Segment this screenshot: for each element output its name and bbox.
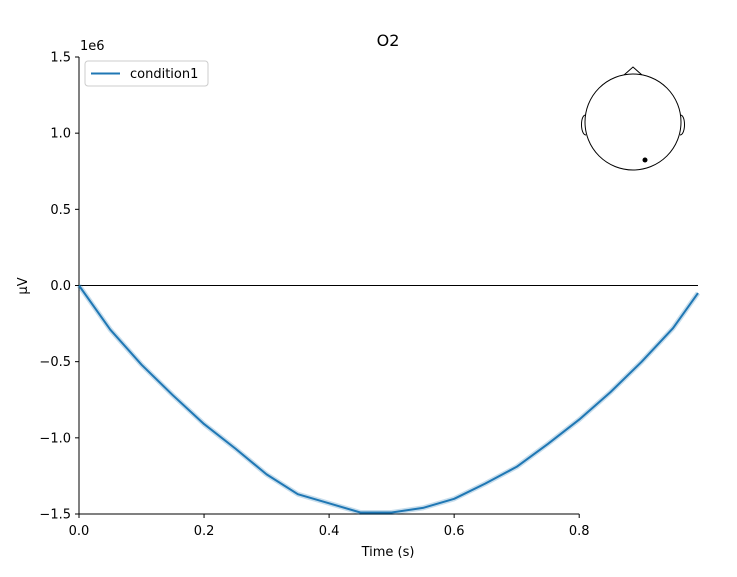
ticks: 1.51.00.50.0−0.5−1.0−1.50.0 0.2 0.4 0.6 0.8 xyxy=(39,51,589,540)
x-tick-label: 0.4 xyxy=(319,524,340,539)
y-axis-label: µV xyxy=(16,277,31,294)
y-tick-label: 0.5 xyxy=(50,203,71,218)
y-offset-label: 1e6 xyxy=(80,39,105,54)
y-tick-label: 1.0 xyxy=(50,127,71,142)
head-nose-shape xyxy=(623,66,643,76)
y-tick-label: 1.5 xyxy=(50,51,71,66)
legend: condition1 xyxy=(84,60,209,87)
x-tick-label: 0.8 xyxy=(569,524,590,539)
head-left-ear-shape xyxy=(581,114,587,136)
series-layer xyxy=(76,284,701,515)
x-axis-label: Time (s) xyxy=(361,545,415,560)
sensor-o2-marker xyxy=(642,157,648,163)
series-line-condition1 xyxy=(78,284,699,514)
y-tick-label: 0.0 xyxy=(50,279,71,294)
chart-title: O2 xyxy=(377,31,400,50)
y-tick-label: −1.0 xyxy=(39,431,71,446)
x-tick-label: 0.0 xyxy=(69,524,90,539)
x-tick-label: 0.2 xyxy=(194,524,215,539)
head-outline-shape xyxy=(584,73,682,171)
legend-label-condition1: condition1 xyxy=(130,67,198,82)
series-band-condition1 xyxy=(76,284,701,515)
y-tick-label: −0.5 xyxy=(39,355,71,370)
head-right-ear-shape xyxy=(679,114,685,136)
y-tick-label: −1.5 xyxy=(39,508,71,523)
head-inset xyxy=(581,66,685,171)
x-tick-label: 0.6 xyxy=(444,524,465,539)
legend-box xyxy=(84,60,209,87)
